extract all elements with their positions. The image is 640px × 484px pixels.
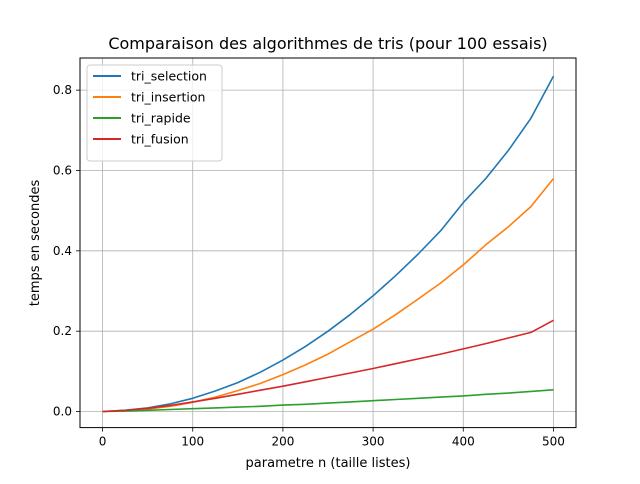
y-tick-label: 0.4 bbox=[53, 244, 72, 258]
legend: tri_selection tri_insertion tri_rapide tri_… bbox=[86, 64, 223, 162]
x-tick-label: 200 bbox=[271, 435, 294, 449]
grid bbox=[80, 58, 576, 428]
series-line-tri-fusion bbox=[102, 319, 554, 413]
x-axis-label: parametre n (taille listes) bbox=[246, 456, 411, 471]
series-lines bbox=[102, 75, 555, 413]
x-tick-label: 100 bbox=[181, 435, 204, 449]
series-line-tri-rapide bbox=[102, 389, 554, 413]
y-tick-label: 0.6 bbox=[53, 163, 72, 177]
legend-label: tri_insertion bbox=[131, 90, 205, 105]
y-tick-label: 0.0 bbox=[53, 405, 72, 419]
y-tick-label: 0.2 bbox=[53, 324, 72, 338]
chart-title: Comparaison des algorithmes de tris (pou… bbox=[108, 34, 547, 53]
legend-label: tri_rapide bbox=[131, 111, 191, 126]
x-tick-label: 400 bbox=[452, 435, 475, 449]
legend-box bbox=[86, 64, 223, 162]
x-tick-label: 300 bbox=[362, 435, 385, 449]
series-line-tri-selection bbox=[102, 75, 555, 413]
plot-frame bbox=[79, 57, 577, 429]
x-tick-label: 0 bbox=[99, 435, 107, 449]
axis-ticks: 0 100 200 300 400 500 0.0 0.2 0.4 0.6 0.8 bbox=[53, 83, 565, 448]
x-tick-label: 500 bbox=[542, 435, 565, 449]
y-axis-label: temps en secondes bbox=[28, 180, 43, 307]
legend-label: tri_selection bbox=[131, 69, 207, 84]
legend-label: tri_fusion bbox=[131, 132, 189, 147]
y-tick-label: 0.8 bbox=[53, 83, 72, 97]
